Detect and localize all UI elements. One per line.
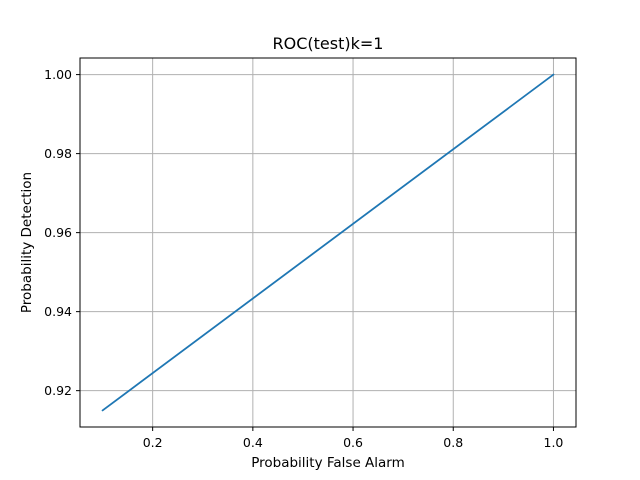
x-tick-label: 1.0 (544, 435, 564, 450)
y-tick-label: 0.96 (44, 225, 72, 240)
grid (80, 58, 576, 427)
y-tick-label: 0.92 (44, 383, 72, 398)
y-tick-label: 0.98 (44, 146, 72, 161)
y-tick-label: 1.00 (44, 67, 72, 82)
x-tick-label: 0.8 (443, 435, 463, 450)
roc-series-line (101, 73, 555, 412)
series-layer (101, 73, 555, 412)
x-tick-label: 0.2 (143, 435, 163, 450)
x-tick-label: 0.6 (343, 435, 363, 450)
chart-title: ROC(test)k=1 (273, 34, 384, 53)
y-tick-label: 0.94 (44, 304, 72, 319)
x-axis-label: Probability False Alarm (251, 455, 405, 471)
ticks: 0.2 0.4 0.6 0.8 1.0 0.92 0.94 0.96 0.98 1.00 (44, 67, 563, 450)
x-tick-label: 0.4 (243, 435, 263, 450)
y-axis-label: Probability Detection (19, 172, 35, 313)
plot-frame (79, 57, 577, 428)
